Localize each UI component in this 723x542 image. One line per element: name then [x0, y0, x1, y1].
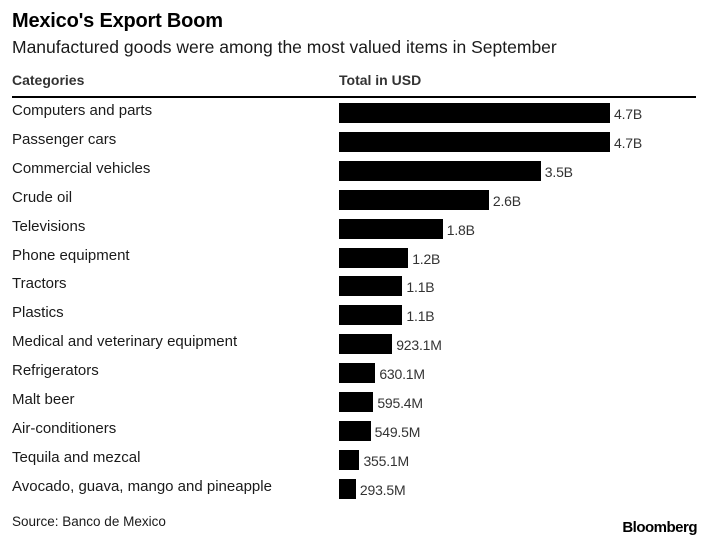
- value-label: 293.5M: [359, 481, 406, 498]
- bar: [339, 218, 443, 239]
- category-label: Crude oil: [12, 188, 73, 206]
- category-label: Air-conditioners: [12, 419, 117, 437]
- category-label: Commercial vehicles: [12, 159, 151, 177]
- bar: [339, 392, 374, 412]
- bar: [339, 334, 393, 355]
- bar: [339, 478, 356, 499]
- value-label: 1.1B: [406, 279, 435, 296]
- bar: [339, 363, 376, 384]
- value-label: 630.1M: [379, 366, 425, 383]
- category-label: Malt beer: [12, 391, 75, 408]
- category-label: Computers and parts: [12, 102, 153, 119]
- category-label: Plastics: [12, 304, 64, 322]
- value-label: 2.6B: [492, 192, 521, 209]
- bar: [339, 276, 403, 297]
- value-column-header: Total in USD: [339, 72, 422, 88]
- bar: [339, 160, 541, 181]
- category-label: Tequila and mezcal: [12, 448, 141, 466]
- value-label: 923.1M: [396, 337, 442, 354]
- category-label: Passenger cars: [12, 130, 117, 148]
- category-label: Tractors: [12, 275, 67, 293]
- bloomberg-logo: Bloomberg: [622, 519, 697, 536]
- value-label: 4.7B: [614, 106, 642, 122]
- category-label: Refrigerators: [12, 362, 99, 380]
- source-note: Source: Banco de Mexico: [12, 514, 166, 529]
- category-label: Avocado, guava, mango and pineapple: [12, 477, 272, 495]
- bar: [339, 247, 409, 268]
- category-label: Medical and veterinary equipment: [12, 333, 238, 351]
- value-label: 595.4M: [377, 395, 423, 411]
- bar: [339, 131, 610, 152]
- chart-subtitle: Manufactured goods were among the most v…: [12, 37, 557, 57]
- category-label: Televisions: [12, 217, 86, 235]
- value-label: 1.2B: [412, 250, 441, 267]
- bar: [339, 420, 371, 441]
- chart-title: Mexico's Export Boom: [12, 10, 223, 32]
- category-column-header: Categories: [12, 72, 85, 88]
- value-label: 3.5B: [544, 163, 573, 180]
- bar: [339, 305, 403, 326]
- header-rule: [12, 96, 696, 98]
- bar: [339, 449, 360, 470]
- bar: [339, 189, 489, 210]
- value-label: 549.5M: [374, 423, 421, 440]
- value-label: 1.8B: [446, 221, 475, 238]
- bar: [339, 103, 610, 123]
- value-label: 4.7B: [614, 134, 642, 151]
- category-label: Phone equipment: [12, 246, 130, 264]
- value-label: 1.1B: [406, 308, 435, 325]
- value-label: 355.1M: [363, 452, 409, 469]
